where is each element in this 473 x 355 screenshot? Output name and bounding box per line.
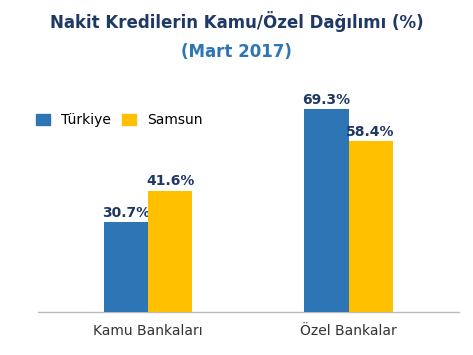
Text: 30.7%: 30.7% bbox=[102, 206, 150, 220]
Bar bbox=[148, 191, 192, 312]
Bar bbox=[104, 223, 148, 312]
Text: 69.3%: 69.3% bbox=[302, 93, 350, 107]
Bar bbox=[349, 141, 393, 312]
Text: 41.6%: 41.6% bbox=[146, 174, 194, 188]
Text: Nakit Kredilerin Kamu/Özel Dağılımı (%): Nakit Kredilerin Kamu/Özel Dağılımı (%) bbox=[50, 11, 423, 32]
Text: (Mart 2017): (Mart 2017) bbox=[181, 43, 292, 61]
Bar bbox=[305, 109, 349, 312]
Text: 58.4%: 58.4% bbox=[346, 125, 395, 139]
Legend: Türkiye, Samsun: Türkiye, Samsun bbox=[36, 113, 203, 127]
